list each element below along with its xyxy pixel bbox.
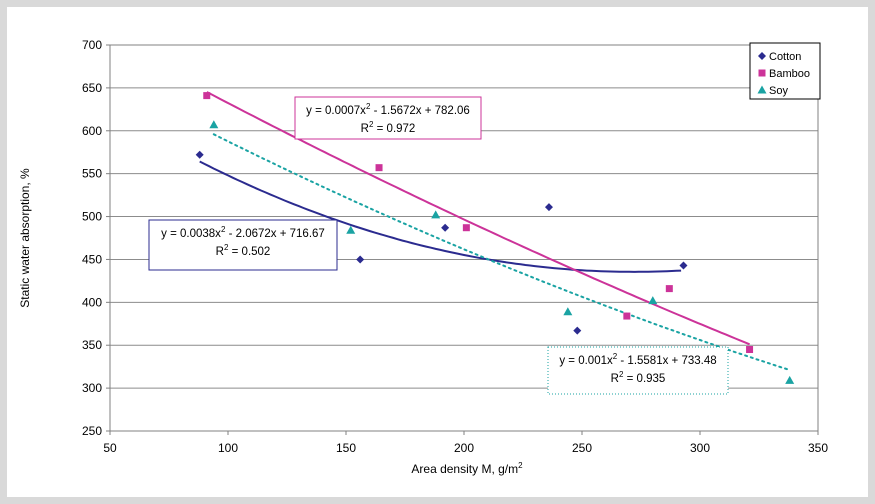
equation-text-cotton: y = 0.0038x2 - 2.0672x + 716.67 xyxy=(161,225,325,240)
data-point-cotton xyxy=(679,261,688,270)
r-squared-text-cotton: R2 = 0.502 xyxy=(216,243,271,258)
y-tick-label: 650 xyxy=(82,81,102,95)
x-tick-label: 350 xyxy=(808,441,828,455)
data-point-bamboo xyxy=(623,312,631,320)
data-point-cotton xyxy=(441,223,450,232)
x-tick-label: 50 xyxy=(103,441,117,455)
y-tick-label: 700 xyxy=(82,38,102,52)
data-point-soy xyxy=(209,120,219,129)
data-point-bamboo xyxy=(665,285,673,293)
y-tick-label: 550 xyxy=(82,167,102,181)
data-points xyxy=(195,92,795,384)
y-tick-label: 250 xyxy=(82,424,102,438)
x-tick-label: 200 xyxy=(454,441,474,455)
data-point-bamboo xyxy=(746,346,754,354)
y-tick-label: 450 xyxy=(82,252,102,266)
r-squared-text-bamboo: R2 = 0.972 xyxy=(361,120,416,135)
x-axis-title-text: Area density M, g/m xyxy=(411,462,518,476)
data-point-bamboo xyxy=(462,224,470,232)
data-point-soy xyxy=(431,210,441,219)
chart-svg: 250 300 350 400 450 500 550 600 650 700 50 100 150 20… xyxy=(18,38,828,476)
data-point-soy xyxy=(563,307,573,316)
data-point-bamboo xyxy=(375,164,383,172)
axis-ticks: 250 300 350 400 450 500 550 600 650 700 50 100 150 20… xyxy=(82,38,828,455)
data-point-soy xyxy=(346,225,356,234)
equation-boxes: y = 0.0007x2 - 1.5672x + 782.06 R2 = 0.97… xyxy=(148,96,729,395)
x-axis-title: Area density M, g/m2 xyxy=(411,461,523,476)
legend-label-cotton: Cotton xyxy=(769,51,801,63)
x-tick-label: 150 xyxy=(336,441,356,455)
y-tick-label: 600 xyxy=(82,124,102,138)
x-tick-label: 300 xyxy=(690,441,710,455)
y-tick-label: 350 xyxy=(82,338,102,352)
data-point-cotton xyxy=(195,150,204,159)
y-tick-label: 500 xyxy=(82,210,102,224)
y-tick-label: 300 xyxy=(82,381,102,395)
legend-label-soy: Soy xyxy=(769,85,788,97)
legend-marker-bamboo xyxy=(758,69,766,77)
legend: Cotton Bamboo Soy xyxy=(749,42,821,100)
trendline-soy xyxy=(212,133,791,371)
legend-marker-cotton xyxy=(758,52,766,60)
equation-box-soy xyxy=(547,346,729,395)
legend-label-bamboo: Bamboo xyxy=(769,68,810,80)
x-tick-label: 250 xyxy=(572,441,592,455)
x-tick-label: 100 xyxy=(218,441,238,455)
equation-box-bamboo xyxy=(294,96,482,140)
legend-marker-soy xyxy=(757,85,767,94)
y-axis-title: Static water absorption, % xyxy=(18,168,32,308)
y-tick-label: 400 xyxy=(82,295,102,309)
data-point-bamboo xyxy=(203,92,211,100)
r-squared-text-soy: R2 = 0.935 xyxy=(611,370,666,385)
data-point-cotton xyxy=(544,203,553,212)
equation-text-soy: y = 0.001x2 - 1.5581x + 733.48 xyxy=(559,352,716,367)
chart-frame: 250 300 350 400 450 500 550 600 650 700 50 100 150 20… xyxy=(7,7,868,497)
data-point-soy xyxy=(648,296,658,305)
equation-box-cotton xyxy=(148,219,338,271)
equation-text-bamboo: y = 0.0007x2 - 1.5672x + 782.06 xyxy=(306,102,470,117)
x-axis-title-sup: 2 xyxy=(518,461,523,470)
data-point-soy xyxy=(785,375,795,384)
data-point-cotton xyxy=(573,326,582,335)
data-point-cotton xyxy=(356,255,365,264)
trendline-cotton xyxy=(199,160,682,273)
